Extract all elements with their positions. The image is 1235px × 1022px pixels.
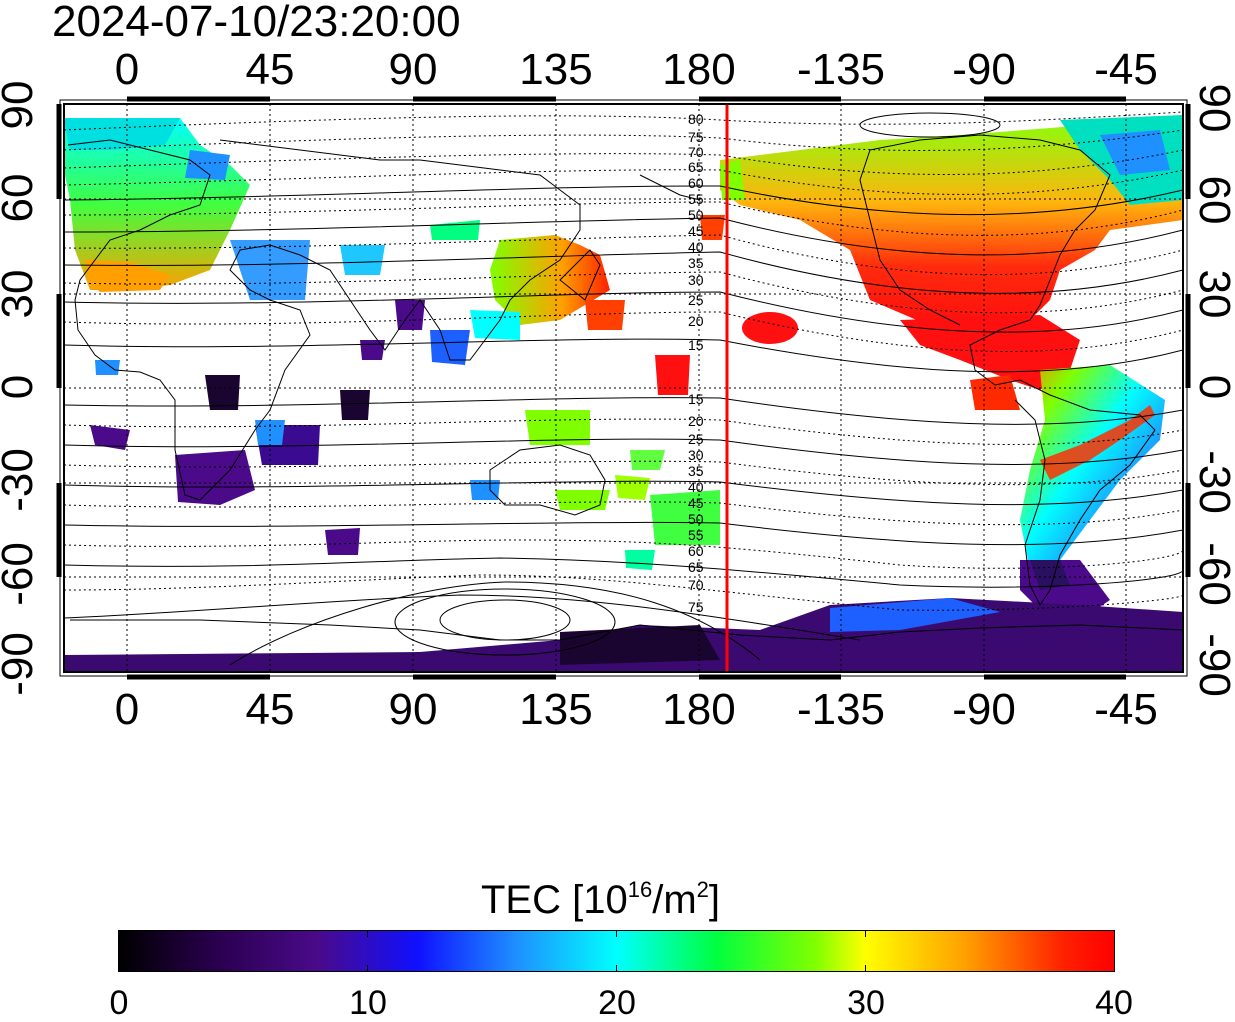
bottom-lon-tick-180: 180 xyxy=(662,685,736,734)
colorbar-tick-20: 20 xyxy=(598,984,636,1022)
top-lon-tick-180: 180 xyxy=(662,45,736,94)
colorbar-title-unit: /m xyxy=(652,878,697,922)
geomagnetic-contours xyxy=(64,111,1183,666)
map-frame xyxy=(63,103,1184,673)
top-lon-tick-45: 45 xyxy=(245,45,295,94)
contour-label-s65: 65 xyxy=(688,559,704,575)
colorbar-title-unit-exponent: 2 xyxy=(696,877,709,902)
top-lon-tick-minus45: -45 xyxy=(1094,45,1158,94)
contour-label-n50: 50 xyxy=(688,207,704,223)
contour-label-s75: 75 xyxy=(688,599,704,615)
colorbar-title-exponent: 16 xyxy=(627,877,653,902)
colorbar-title-prefix: TEC [10 xyxy=(481,878,628,922)
contour-label-n35: 35 xyxy=(688,255,704,271)
contour-label-s50: 50 xyxy=(688,511,704,527)
lat-lon-grid xyxy=(64,104,1183,672)
tec-colorbar xyxy=(118,930,1115,972)
contour-label-n40: 40 xyxy=(688,239,704,255)
contour-label-n55: 55 xyxy=(688,191,704,207)
contour-label-n80: 80 xyxy=(688,111,704,127)
contour-label-n60: 60 xyxy=(688,175,704,191)
bottom-lon-tick-45: 45 xyxy=(245,685,295,734)
contour-label-n75: 75 xyxy=(688,129,704,145)
contour-label-n65: 65 xyxy=(688,159,704,175)
top-lon-tick-0: 0 xyxy=(114,45,140,94)
tec-map: 80 75 70 65 60 55 50 45 40 35 30 25 20 1… xyxy=(56,96,1191,680)
contour-label-s45: 45 xyxy=(688,495,704,511)
bottom-lon-tick-135: 135 xyxy=(519,685,593,734)
colorbar-tick-10: 10 xyxy=(349,984,387,1022)
timestamp-label: 2024-07-10/23:20:00 xyxy=(52,0,461,46)
contour-label-n30: 30 xyxy=(688,272,704,288)
coastlines xyxy=(67,134,1183,641)
contour-label-n20: 20 xyxy=(688,313,704,329)
contour-label-s60: 60 xyxy=(688,543,704,559)
contour-label-s30: 30 xyxy=(688,447,704,463)
bottom-lon-tick-90: 90 xyxy=(388,685,438,734)
colorbar-tick-0: 0 xyxy=(109,984,129,1022)
frame-tick-bars xyxy=(56,96,1191,680)
top-lon-tick-135: 135 xyxy=(519,45,593,94)
bottom-lon-tick-0: 0 xyxy=(114,685,140,734)
contour-label-n25: 25 xyxy=(688,292,704,308)
contour-label-s70: 70 xyxy=(688,577,704,593)
colorbar-title-close: ] xyxy=(708,878,721,922)
contour-label-n70: 70 xyxy=(688,144,704,160)
contour-label-s35: 35 xyxy=(688,463,704,479)
contour-label-s20: 20 xyxy=(688,413,704,429)
colorbar-tick-40: 40 xyxy=(1095,984,1133,1022)
top-lon-tick-90: 90 xyxy=(388,45,438,94)
bottom-lon-tick-minus45: -45 xyxy=(1094,685,1158,734)
contour-label-s15: 15 xyxy=(688,391,704,407)
contour-label-n15: 15 xyxy=(688,337,704,353)
bottom-lon-tick-minus90: -90 xyxy=(952,685,1016,734)
contour-label-s25: 25 xyxy=(688,431,704,447)
colorbar-tick-30: 30 xyxy=(847,984,885,1022)
top-lon-tick-minus90: -90 xyxy=(952,45,1016,94)
top-lon-tick-minus135: -135 xyxy=(796,45,886,94)
bottom-lon-tick-minus135: -135 xyxy=(796,685,886,734)
colorbar-title: TEC [1016/m2] xyxy=(481,868,720,922)
contour-label-s55: 55 xyxy=(688,527,704,543)
contour-label-n45: 45 xyxy=(688,223,704,239)
contour-labels: 80 75 70 65 60 55 50 45 40 35 30 25 20 1… xyxy=(688,111,704,615)
contour-label-s40: 40 xyxy=(688,479,704,495)
